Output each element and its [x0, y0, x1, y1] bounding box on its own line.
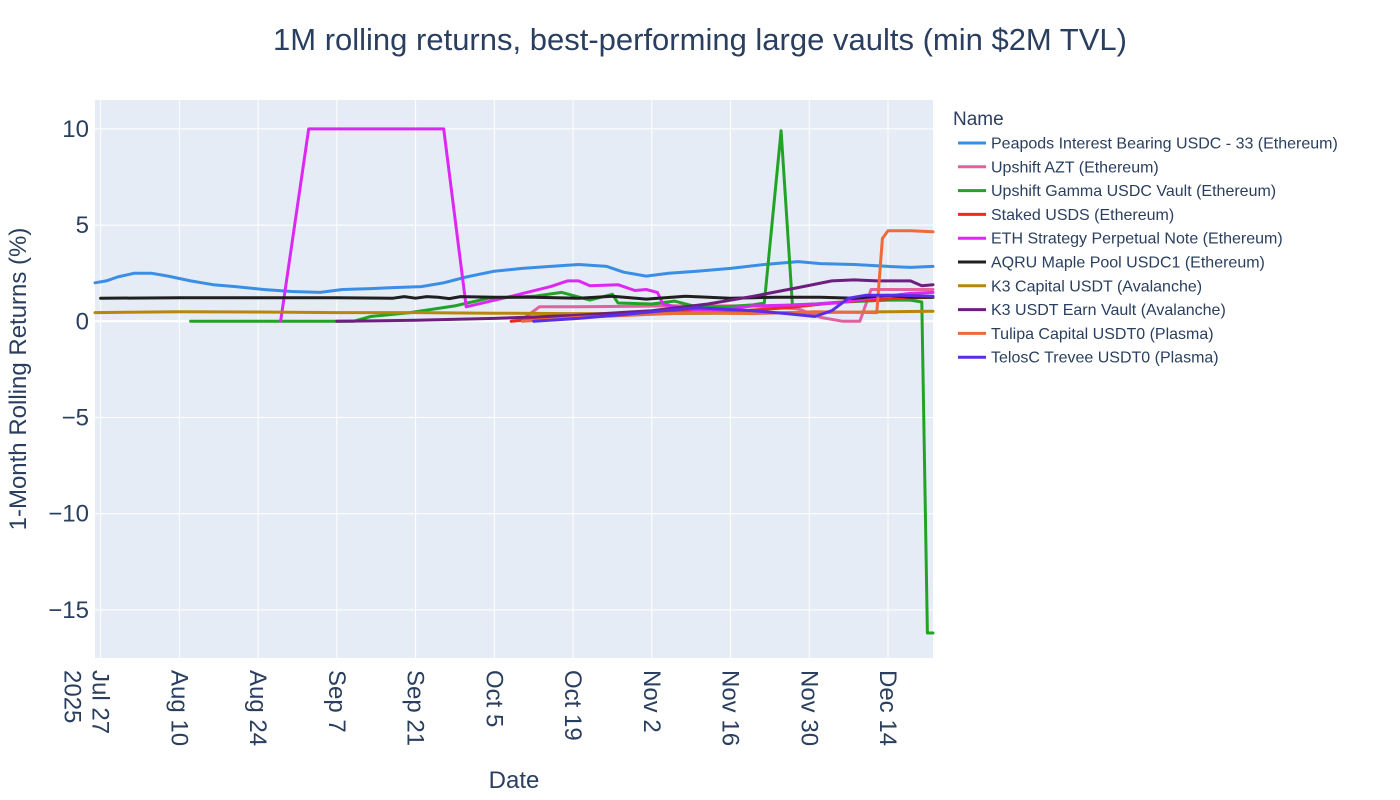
x-tick-label: Nov 30 [795, 670, 822, 746]
series-line-1 [93, 260, 935, 294]
legend-label: Staked USDS (Ethereum) [991, 207, 1174, 224]
y-tick-label: −10 [48, 501, 89, 528]
legend-label: AQRU Maple Pool USDC1 (Ethereum) [991, 255, 1265, 272]
legend-item[interactable]: K3 Capital USDT (Avalanche) [958, 278, 1202, 295]
legend-item[interactable]: Peapods Interest Bearing USDC - 33 (Ethe… [958, 136, 1338, 153]
x-tick-label: Dec 14 [874, 670, 901, 746]
series-line-6 [99, 293, 935, 301]
y-axis-title: 1-Month Rolling Returns (%) [5, 228, 32, 531]
legend-label: K3 USDT Earn Vault (Avalanche) [991, 302, 1226, 319]
x-tick-label: Aug 10 [165, 670, 192, 746]
y-tick-label: 0 [76, 308, 89, 335]
legend-label: Upshift Gamma USDC Vault (Ethereum) [991, 183, 1276, 200]
legend-item[interactable]: K3 USDT Earn Vault (Avalanche) [958, 302, 1226, 319]
y-tick-label: −5 [62, 404, 89, 431]
legend-label: Peapods Interest Bearing USDC - 33 (Ethe… [991, 136, 1338, 153]
legend-item[interactable]: Staked USDS (Ethereum) [958, 207, 1174, 224]
x-tick-label: Sep 7 [323, 670, 350, 733]
series-line-8 [335, 278, 935, 323]
legend-item[interactable]: AQRU Maple Pool USDC1 (Ethereum) [958, 255, 1265, 272]
legend-items[interactable]: Peapods Interest Bearing USDC - 33 (Ethe… [958, 136, 1338, 367]
legend[interactable]: Name Peapods Interest Bearing USDC - 33 … [953, 109, 1338, 367]
legend-item[interactable]: Upshift Gamma USDC Vault (Ethereum) [958, 183, 1276, 200]
series-line-5 [279, 127, 935, 323]
y-tick-label: 10 [62, 116, 89, 143]
x-tick-label: Oct 5 [480, 670, 507, 727]
legend-label: ETH Strategy Perpetual Note (Ethereum) [991, 231, 1283, 248]
legend-item[interactable]: ETH Strategy Perpetual Note (Ethereum) [958, 231, 1283, 248]
legend-item[interactable]: Upshift AZT (Ethereum) [958, 159, 1159, 176]
legend-label: Upshift AZT (Ethereum) [991, 159, 1159, 176]
x-tick-label: Aug 24 [244, 670, 271, 746]
y-tick-label: −15 [48, 597, 89, 624]
legend-label: K3 Capital USDT (Avalanche) [991, 278, 1202, 295]
y-tick-label: 5 [76, 212, 89, 239]
x-tick-label: Nov 16 [717, 670, 744, 746]
series-line-10 [532, 293, 935, 323]
x-tick-label: Nov 2 [638, 670, 665, 733]
y-axis-ticks: 10 5 0 −5 −10 −15 [48, 116, 89, 624]
x-tick-label: Oct 19 [559, 670, 586, 741]
legend-item[interactable]: Tulipa Capital USDT0 (Plasma) [958, 326, 1214, 343]
series-lines [93, 127, 935, 635]
plot-area [95, 100, 933, 658]
legend-label: Tulipa Capital USDT0 (Plasma) [991, 326, 1214, 343]
legend-label: TelosC Trevee USDT0 (Plasma) [991, 350, 1219, 367]
x-tick-label: Sep 21 [402, 670, 429, 746]
legend-item[interactable]: TelosC Trevee USDT0 (Plasma) [958, 350, 1219, 367]
x-tick-label: Jul 27 [87, 670, 114, 734]
x-axis-title: Date [489, 767, 540, 794]
legend-title: Name [953, 109, 1004, 130]
chart-title: 1M rolling returns, best-performing larg… [273, 22, 1127, 57]
x-tick-year-label: 2025 [59, 670, 86, 723]
